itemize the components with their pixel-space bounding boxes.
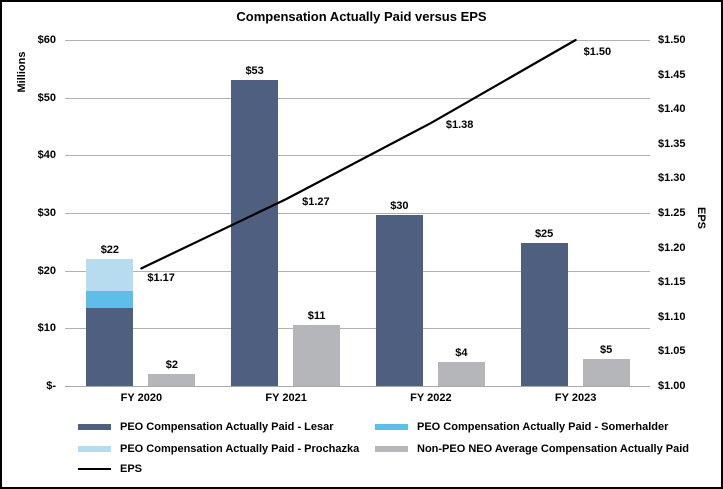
right-tick-label: $1.30: [658, 172, 686, 185]
bar-segment-lesar: [520, 242, 568, 386]
right-tick-label: $1.05: [658, 345, 686, 358]
neo-bar-value-label: $5: [600, 343, 613, 356]
eps-line: [140, 38, 577, 270]
right-tick-label: $1.15: [658, 276, 686, 289]
left-axis-title: Millions: [16, 51, 28, 93]
legend-label: PEO Compensation Actually Paid - Somerha…: [417, 421, 669, 433]
legend-swatch-bar: [78, 446, 111, 452]
bar-segment-lesar: [375, 214, 423, 386]
legend-label: Non-PEO NEO Average Compensation Actuall…: [417, 443, 689, 455]
chart-title: Compensation Actually Paid versus EPS: [236, 9, 487, 24]
peo-bar-value-label: $25: [534, 227, 554, 240]
x-axis-label: FY 2021: [265, 392, 307, 404]
neo-bar-value-label: $4: [455, 346, 468, 359]
bar-segment-lesar: [231, 80, 279, 386]
left-tick-label: $50: [37, 91, 56, 104]
eps-point-label: $1.27: [302, 196, 330, 209]
right-tick-label: $1.00: [658, 380, 686, 392]
x-axis-label: FY 2022: [410, 392, 452, 404]
gridline: [65, 155, 650, 157]
left-tick-label: $60: [37, 34, 56, 46]
legend-label: PEO Compensation Actually Paid - Prochaz…: [120, 443, 360, 455]
left-tick-label: $10: [37, 322, 56, 335]
x-axis-line: [65, 386, 650, 387]
legend-label: EPS: [120, 463, 143, 475]
peo-bar-value-label: $53: [245, 65, 264, 78]
right-tick-label: $1.40: [658, 103, 686, 116]
left-tick-label: $40: [37, 149, 56, 162]
bar-segment-prochazka: [86, 259, 134, 291]
gridline: [65, 97, 650, 99]
neo-bar-value-label: $2: [165, 359, 178, 372]
bar-non-peo-neo: [437, 361, 485, 386]
right-tick-label: $1.35: [658, 137, 686, 150]
x-axis-label: FY 2020: [120, 392, 163, 404]
gridline: [65, 213, 650, 214]
right-tick-label: $1.50: [658, 34, 686, 46]
legend-swatch-bar: [375, 446, 408, 452]
right-tick-label: $1.45: [658, 68, 686, 81]
legend-item: PEO Compensation Actually Paid - Lesar: [78, 420, 334, 434]
eps-point-label: $1.38: [445, 119, 474, 132]
right-tick-label: $1.10: [658, 310, 686, 323]
legend-swatch-line: [78, 468, 111, 470]
gridline: [65, 328, 650, 330]
legend-item: PEO Compensation Actually Paid - Prochaz…: [78, 442, 359, 456]
eps-point-label: $1.17: [147, 272, 175, 285]
eps-point-label: $1.50: [583, 46, 612, 58]
legend-item: Non-PEO NEO Average Compensation Actuall…: [375, 442, 689, 456]
left-tick-label: $20: [37, 264, 56, 277]
x-axis-label: FY 2023: [554, 392, 597, 404]
legend-swatch-bar: [78, 424, 111, 430]
legend-label: PEO Compensation Actually Paid - Lesar: [120, 421, 334, 433]
gridline: [65, 40, 650, 41]
bar-non-peo-neo: [582, 358, 630, 386]
legend-swatch-bar: [375, 424, 408, 430]
neo-bar-value-label: $11: [307, 310, 326, 323]
bar-non-peo-neo: [148, 374, 196, 386]
left-tick-label: $-: [46, 380, 56, 392]
right-tick-label: $1.25: [658, 207, 686, 219]
right-tick-label: $1.20: [658, 241, 686, 254]
left-tick-label: $30: [37, 207, 56, 219]
bar-non-peo-neo: [293, 325, 341, 386]
gridline: [65, 270, 650, 272]
peo-bar-value-label: $30: [390, 199, 409, 212]
legend-item: EPS: [78, 462, 142, 476]
legend-item: PEO Compensation Actually Paid - Somerha…: [375, 420, 668, 434]
bar-segment-lesar: [86, 308, 134, 386]
bar-segment-somerhalder: [86, 290, 134, 309]
peo-bar-value-label: $22: [100, 244, 120, 257]
